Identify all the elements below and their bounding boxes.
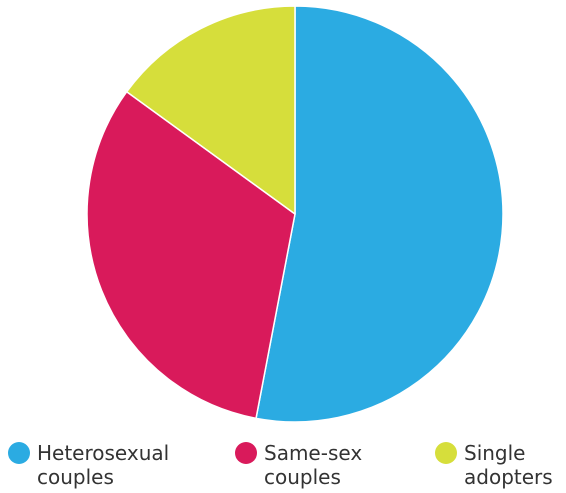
pie-slice-same-sex-couples xyxy=(86,90,296,420)
legend-label-single-line2: adopters xyxy=(464,465,553,489)
legend-swatch-single-adopters xyxy=(435,442,457,464)
legend-swatch-heterosexual-couples xyxy=(8,442,30,464)
pie-slice-single-adopters xyxy=(125,5,296,215)
legend-label-heterosexual-line1: Heterosexual xyxy=(37,441,169,465)
legend-label-heterosexual-line2: couples xyxy=(37,465,114,489)
legend-label-same-sex-line2: couples xyxy=(264,465,341,489)
legend-item-same-sex-couples: Same-sex couples xyxy=(235,441,362,489)
pie-slice-heterosexual-couples xyxy=(255,5,504,423)
legend-item-single-adopters: Single adopters xyxy=(435,441,553,489)
legend-item-heterosexual-couples: Heterosexual couples xyxy=(8,441,169,489)
legend: Heterosexual couples Same-sex couples Si… xyxy=(8,441,553,489)
pie-slices xyxy=(86,5,504,423)
legend-label-single-line1: Single xyxy=(464,441,525,465)
legend-swatch-same-sex-couples xyxy=(235,442,257,464)
legend-label-same-sex-line1: Same-sex xyxy=(264,441,362,465)
